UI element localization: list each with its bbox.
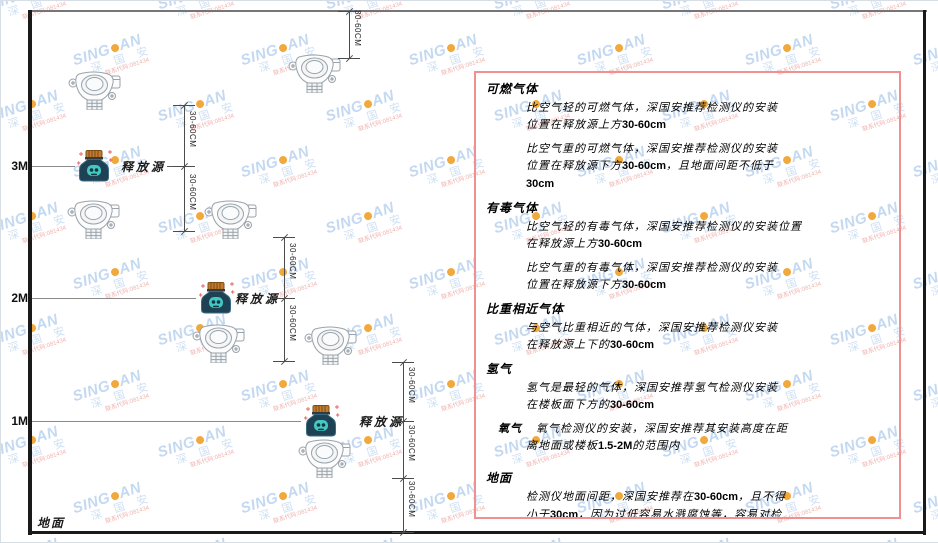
panel-paragraph: 比空气重的可燃气体，深国安推荐检测仪的安装 位置在释放源下方30-60cm，且地面… — [526, 142, 778, 190]
ceiling-line — [29, 10, 927, 12]
height-level-line — [32, 298, 196, 299]
panel-paragraph: 与空气比重相近的气体，深国安推荐检测仪安装 在释放源上下的30-60cm — [526, 321, 778, 351]
dimension-label: 30-60CM — [407, 367, 416, 404]
dimension-label: 30-60CM — [288, 243, 297, 280]
gas-detector-icon — [192, 323, 246, 368]
panel-section-heading: 有毒气体 — [486, 201, 539, 215]
measurement-value: 30-60cm — [610, 399, 655, 411]
panel-section-heading: 可燃气体 — [486, 82, 539, 96]
right-wall-line — [923, 10, 926, 535]
ground-label: 地面 — [37, 516, 66, 530]
release-source-icon — [75, 149, 113, 188]
measurement-value: 30-60cm — [622, 279, 667, 291]
left-wall-line — [28, 10, 32, 535]
gas-detector-icon — [288, 53, 342, 98]
measurement-value: 30cm — [550, 509, 579, 519]
dimension-label: 30-60CM — [288, 305, 297, 342]
panel-paragraph: 氧气 氧气检测仪的安装，深国安推荐其安装高度在距 离地面或楼板1.5-2M的范围内 — [498, 422, 788, 452]
panel-paragraph: 比空气轻的可燃气体，深国安推荐检测仪的安装 位置在释放源上方30-60cm — [526, 101, 778, 131]
dimension-label: 30-60CM — [188, 111, 197, 148]
dimension-label: 30-60CM — [188, 174, 197, 211]
dimension-label: 30-60CM — [407, 481, 416, 518]
ground-line — [28, 531, 926, 534]
release-source-label: 释放源 — [121, 160, 167, 174]
height-axis-label: 1M — [11, 414, 28, 428]
measurement-value: 30-60cm — [622, 119, 667, 131]
measurement-value: 30cm — [526, 178, 555, 190]
dimension-line — [403, 362, 404, 532]
release-source-icon — [302, 404, 340, 443]
height-axis-label: 2M — [11, 291, 28, 305]
height-level-line — [32, 166, 75, 167]
gas-detector-icon — [304, 325, 358, 370]
measurement-value: 1.5-2M — [598, 440, 633, 452]
height-level-line — [32, 421, 301, 422]
gas-detector-icon — [298, 438, 352, 483]
panel-paragraph: 比空气重的有毒气体，深国安推荐检测仪的安装 位置在释放源下方30-60cm — [526, 261, 778, 291]
panel-section-heading: 地面 — [486, 471, 513, 485]
measurement-value: 30-60cm — [610, 339, 655, 351]
height-axis-label: 3M — [11, 159, 28, 173]
release-source-label: 释放源 — [359, 415, 405, 429]
dimension-label: 30-60CM — [353, 10, 362, 47]
gas-detector-icon — [68, 70, 122, 115]
panel-paragraph: 比空气轻的有毒气体，深国安推荐检测仪的安装位置 在释放源上方30-60cm — [526, 220, 802, 250]
measurement-value: 30-60cm — [598, 238, 643, 250]
gas-detector-icon — [204, 199, 258, 244]
panel-paragraph: 检测仪地面间距，深国安推荐在30-60cm，且不得 小于30cm，因为过低容易水溅… — [526, 490, 787, 519]
release-source-icon — [197, 281, 235, 320]
panel-section-heading: 比重相近气体 — [486, 302, 565, 316]
measurement-value: 30-60cm — [622, 160, 667, 172]
panel-section-heading: 氧气 — [498, 422, 522, 435]
dimension-line — [184, 105, 185, 231]
measurement-value: 30-60cm — [694, 491, 739, 503]
panel-paragraph: 氢气是最轻的气体，深国安推荐氢气检测仪安装 在楼板面下方的30-60cm — [526, 381, 778, 411]
release-source-label: 释放源 — [235, 292, 281, 306]
gas-detector-icon — [67, 199, 121, 244]
info-panel: 可燃气体比空气轻的可燃气体，深国安推荐检测仪的安装 位置在释放源上方30-60cm… — [474, 71, 901, 519]
panel-section-heading: 氢气 — [486, 362, 513, 376]
dimension-line — [349, 11, 350, 58]
dimension-label: 30-60CM — [407, 425, 416, 462]
